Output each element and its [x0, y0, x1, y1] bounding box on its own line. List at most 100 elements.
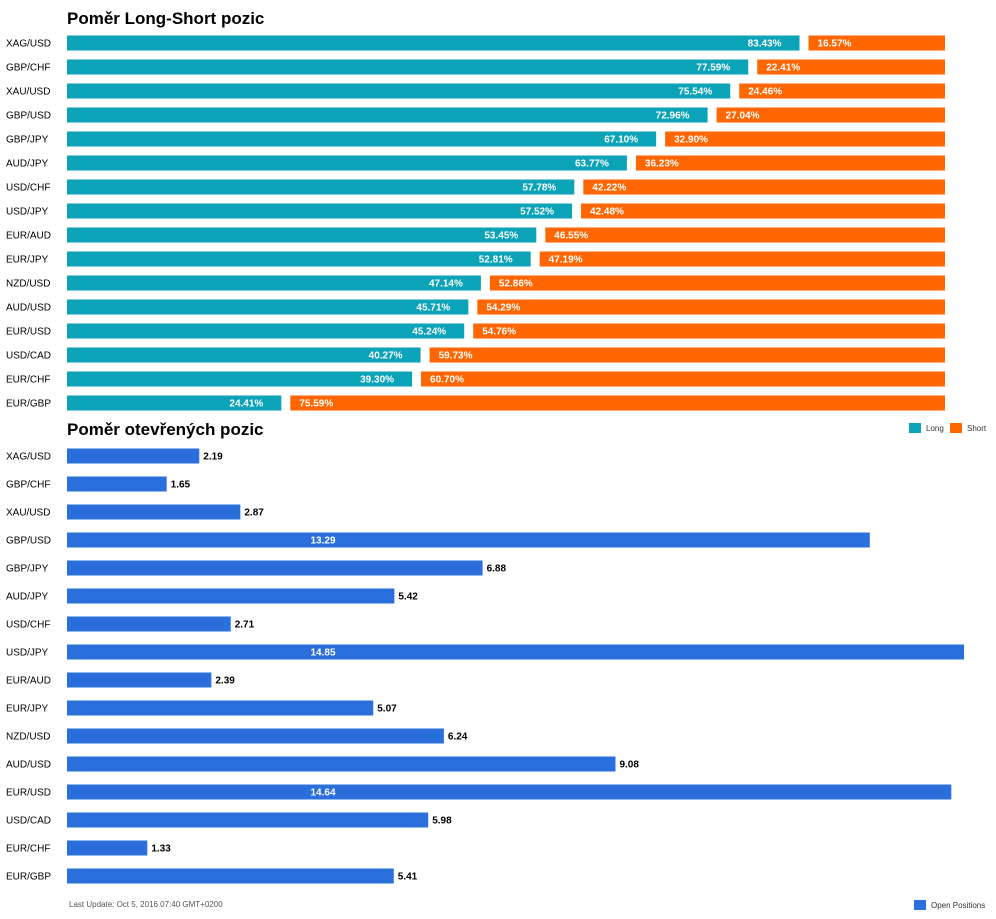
chart-title-open-positions: Poměr otevřených pozic	[67, 420, 264, 439]
open-category-label-xau-usd: XAU/USD	[6, 508, 50, 519]
category-label-eur-jpy: EUR/JPY	[6, 255, 49, 266]
data-label-short-eur-jpy: 47.19%	[549, 255, 583, 266]
category-label-gbp-chf: GBP/CHF	[6, 63, 50, 74]
category-label-eur-aud: EUR/AUD	[6, 231, 51, 242]
data-label-long-nzd-usd: 47.14%	[429, 279, 463, 290]
legend-open-positions-swatch	[914, 900, 926, 910]
bar-short-usd-cad	[429, 347, 946, 363]
data-label-open-xag-usd: 2.19	[203, 452, 223, 463]
data-label-long-eur-jpy: 52.81%	[479, 255, 513, 266]
bar-short-gbp-jpy	[665, 131, 945, 147]
category-label-usd-cad: USD/CAD	[6, 351, 51, 362]
data-label-open-aud-jpy: 5.42	[398, 592, 418, 603]
category-label-gbp-jpy: GBP/JPY	[6, 135, 49, 146]
bar-open-gbp-jpy	[67, 560, 483, 576]
data-label-short-aud-usd: 54.29%	[486, 303, 520, 314]
bar-open-usd-cad	[67, 812, 429, 828]
bar-open-gbp-usd	[67, 532, 870, 548]
data-label-long-gbp-chf: 77.59%	[696, 63, 730, 74]
bar-open-usd-chf	[67, 616, 231, 632]
bar-long-eur-chf	[67, 371, 413, 387]
bar-open-eur-usd	[67, 784, 952, 800]
category-label-xau-usd: XAU/USD	[6, 87, 50, 98]
category-label-aud-usd: AUD/USD	[6, 303, 51, 314]
legend-short-swatch	[950, 423, 962, 433]
open-category-label-eur-usd: EUR/USD	[6, 788, 51, 799]
legend-long-swatch	[909, 423, 921, 433]
category-label-xag-usd: XAG/USD	[6, 39, 51, 50]
bar-short-eur-gbp	[290, 395, 945, 411]
bar-short-nzd-usd	[489, 275, 945, 291]
data-label-open-eur-jpy: 5.07	[377, 704, 397, 715]
data-label-open-usd-cad: 5.98	[432, 816, 452, 827]
bar-open-aud-usd	[67, 756, 616, 772]
bar-long-eur-gbp	[67, 395, 282, 411]
legend-long-label: Long	[926, 423, 944, 433]
open-category-label-eur-chf: EUR/CHF	[6, 844, 50, 855]
data-label-open-gbp-usd: 13.29	[310, 536, 335, 547]
bar-long-nzd-usd	[67, 275, 481, 291]
data-label-long-aud-jpy: 63.77%	[575, 159, 609, 170]
bar-long-eur-aud	[67, 227, 537, 243]
category-label-aud-jpy: AUD/JPY	[6, 159, 49, 170]
open-category-label-usd-jpy: USD/JPY	[6, 648, 49, 659]
bar-short-aud-jpy	[635, 155, 945, 171]
bar-long-gbp-usd	[67, 107, 708, 123]
bar-long-eur-usd	[67, 323, 465, 339]
data-label-open-gbp-jpy: 6.88	[487, 564, 507, 575]
bar-long-xag-usd	[67, 35, 800, 51]
data-label-short-xag-usd: 16.57%	[818, 39, 852, 50]
data-label-open-gbp-chf: 1.65	[171, 480, 191, 491]
open-category-label-eur-jpy: EUR/JPY	[6, 704, 49, 715]
bar-long-gbp-chf	[67, 59, 749, 75]
bar-open-eur-chf	[67, 840, 148, 856]
bar-open-eur-gbp	[67, 868, 394, 884]
data-label-short-usd-chf: 42.22%	[592, 183, 626, 194]
data-label-long-eur-chf: 39.30%	[360, 375, 394, 386]
data-label-open-aud-usd: 9.08	[619, 760, 639, 771]
data-label-open-eur-chf: 1.33	[151, 844, 171, 855]
open-category-label-gbp-chf: GBP/CHF	[6, 480, 50, 491]
data-label-short-usd-jpy: 42.48%	[590, 207, 624, 218]
open-category-label-gbp-jpy: GBP/JPY	[6, 564, 49, 575]
bar-long-xau-usd	[67, 83, 731, 99]
data-label-short-usd-cad: 59.73%	[439, 351, 473, 362]
bar-open-nzd-usd	[67, 728, 444, 744]
legend-short-label: Short	[967, 423, 987, 433]
data-label-long-usd-cad: 40.27%	[369, 351, 403, 362]
category-label-eur-usd: EUR/USD	[6, 327, 51, 338]
bar-short-eur-aud	[545, 227, 945, 243]
bar-short-gbp-chf	[757, 59, 945, 75]
bar-short-gbp-usd	[716, 107, 945, 123]
bar-short-eur-jpy	[539, 251, 945, 267]
legend-open-positions: Open Positions	[914, 900, 985, 910]
bar-short-xau-usd	[739, 83, 945, 99]
data-label-long-eur-usd: 45.24%	[412, 327, 446, 338]
data-label-short-eur-chf: 60.70%	[430, 375, 464, 386]
last-update-note: Last Update: Oct 5, 2016 07:40 GMT+0200	[69, 900, 223, 909]
bar-open-eur-aud	[67, 672, 212, 688]
data-label-short-gbp-chf: 22.41%	[766, 63, 800, 74]
bar-short-xag-usd	[808, 35, 945, 51]
bar-long-usd-chf	[67, 179, 575, 195]
category-label-nzd-usd: NZD/USD	[6, 279, 50, 290]
data-label-long-usd-jpy: 57.52%	[520, 207, 554, 218]
data-label-long-xag-usd: 83.43%	[748, 39, 782, 50]
bar-long-gbp-jpy	[67, 131, 657, 147]
data-label-long-eur-aud: 53.45%	[484, 231, 518, 242]
bar-short-usd-chf	[583, 179, 945, 195]
category-label-usd-jpy: USD/JPY	[6, 207, 49, 218]
bar-short-eur-usd	[473, 323, 945, 339]
data-label-short-nzd-usd: 52.86%	[499, 279, 533, 290]
data-label-short-eur-aud: 46.55%	[554, 231, 588, 242]
legend-open-positions-label: Open Positions	[931, 900, 986, 910]
bar-open-eur-jpy	[67, 700, 374, 716]
legend-short: Short	[950, 423, 986, 433]
bar-short-aud-usd	[477, 299, 945, 315]
legend-long: Long	[909, 423, 944, 433]
bar-long-aud-usd	[67, 299, 469, 315]
bar-open-gbp-chf	[67, 476, 167, 492]
category-label-usd-chf: USD/CHF	[6, 183, 50, 194]
open-category-label-eur-aud: EUR/AUD	[6, 676, 51, 687]
